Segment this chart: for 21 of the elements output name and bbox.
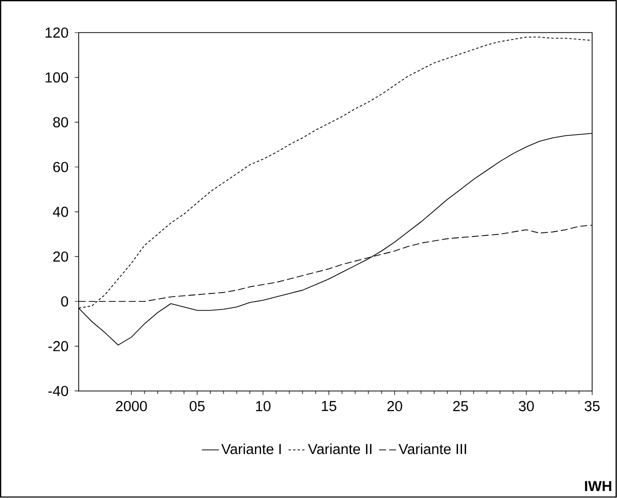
- y-tick-label: -40: [48, 386, 68, 396]
- y-tick-label: 0: [61, 296, 68, 307]
- y-tick-label: 40: [52, 206, 68, 218]
- x-tick-label: 10: [256, 401, 270, 412]
- x-tick-label: 25: [453, 401, 468, 412]
- y-tick-label: -20: [48, 341, 68, 352]
- y-tick-label: 100: [46, 72, 68, 83]
- x-tick-label: 2000: [116, 401, 147, 412]
- y-tick-label: 20: [53, 252, 68, 262]
- x-tick-label: 05: [190, 401, 205, 412]
- y-tick-label: 120: [46, 28, 68, 38]
- x-tick-label: 35: [584, 401, 600, 412]
- legend-label: Variante II: [308, 444, 372, 454]
- y-tick-label: 60: [53, 162, 68, 172]
- legend-label: Variante I: [221, 444, 281, 454]
- x-tick-label: 30: [518, 401, 534, 412]
- text: IWH: [585, 481, 612, 492]
- x-tick-label: 20: [387, 401, 402, 412]
- y-tick-label: 80: [53, 117, 68, 128]
- x-tick-label: 15: [322, 401, 336, 412]
- legend-label: Variante III: [398, 444, 466, 454]
